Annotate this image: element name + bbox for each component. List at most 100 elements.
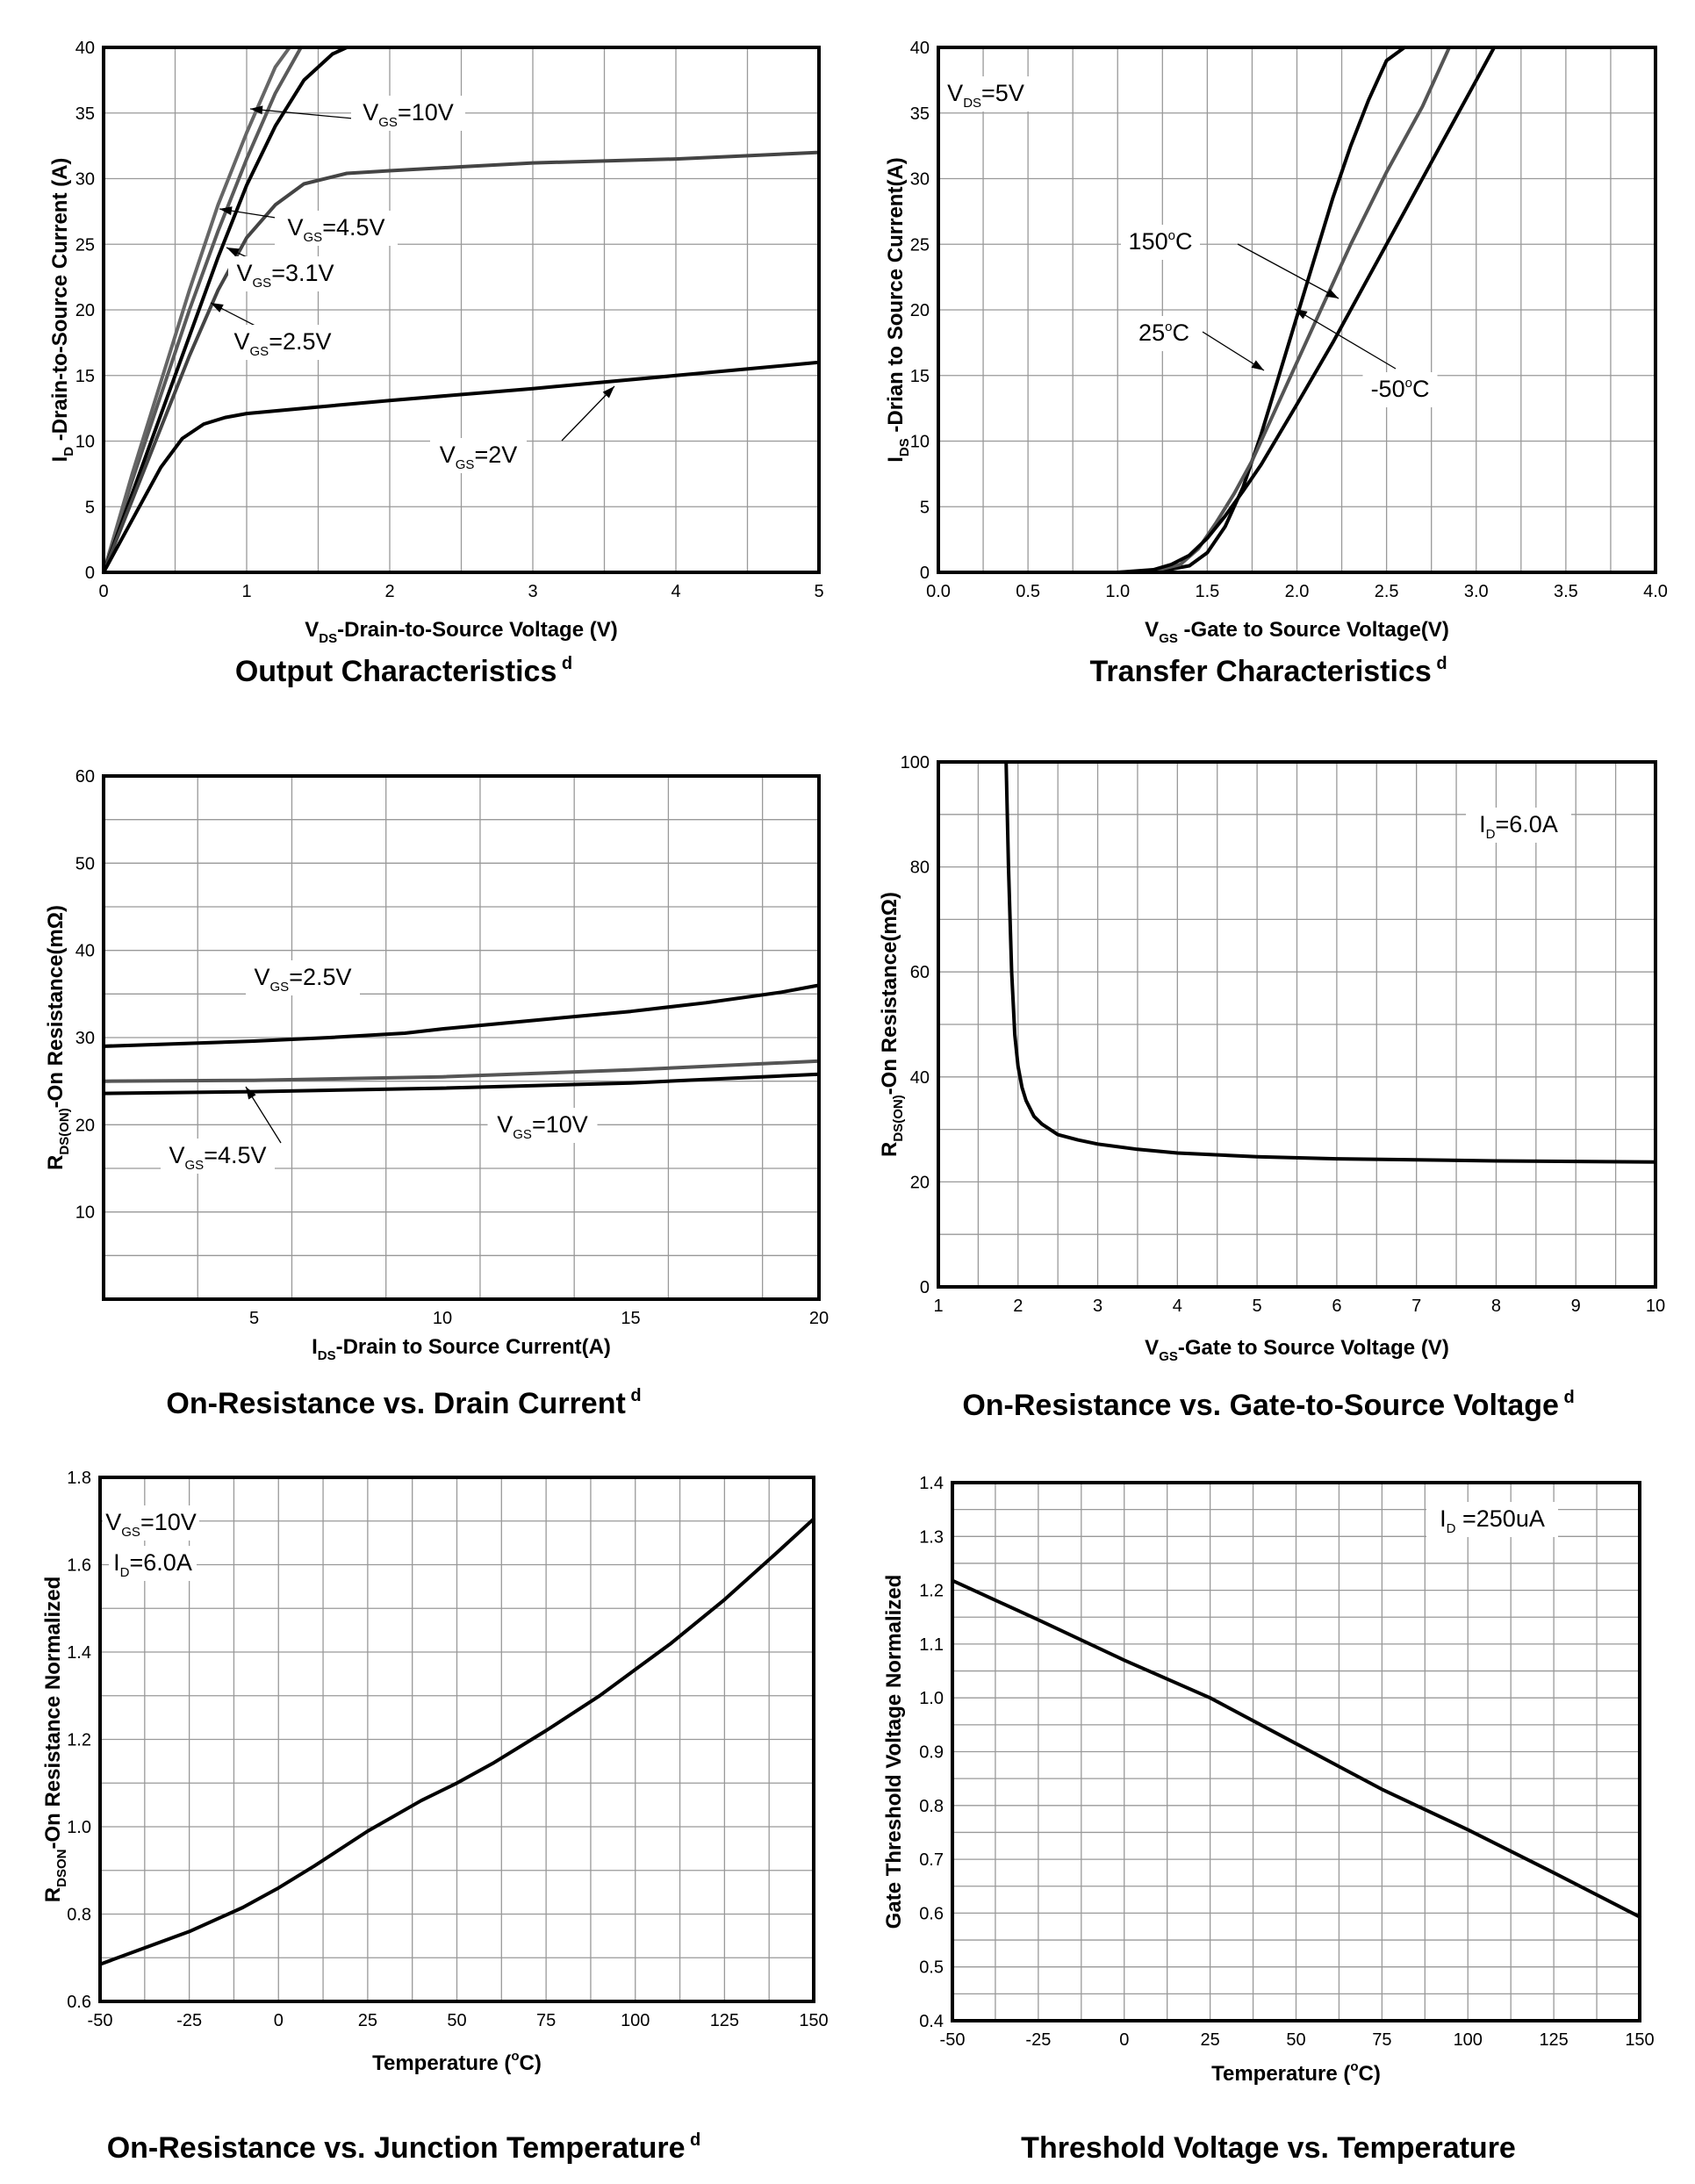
x-tick-label: 150 [1625,2030,1654,2050]
y-tick-label: 0.5 [919,1958,944,1978]
annotation-background [1466,808,1571,843]
y-tick-label: 0 [920,1278,930,1297]
y-tick-label: 10 [910,433,930,452]
annotation-background [161,1139,275,1174]
x-tick-label: 75 [536,2011,556,2030]
annotation-background [487,1108,598,1143]
series-line-0 [1004,760,1657,1164]
y-tick-label: 1.6 [67,1556,91,1576]
y-tick-label: 1.0 [67,1818,91,1837]
annotation-background [1121,225,1200,260]
series-annotation: VGS=10V [105,1509,197,1540]
y-tick-label: 1.4 [919,1474,944,1493]
chart-title: Transfer Characteristics d [1089,654,1447,688]
plot-frame [951,1481,1641,2022]
annotation-background [1131,316,1197,351]
x-axis-label: IDS-Drain to Source Current(A) [312,1335,611,1363]
y-tick-label: 20 [910,1173,930,1192]
chart-c2: 0.0 0.5 1.0 1.5 2.0 2.5 3.0 3.5 4.0 0 5 10 15 20 25 30 3… [884,39,1668,688]
series-annotation: -50oC [1371,376,1430,402]
x-tick-label: 3.0 [1464,582,1489,601]
y-tick-label: 5 [85,498,95,517]
x-tick-label: 6 [1332,1297,1341,1316]
y-tick-label: 25 [75,235,95,255]
y-tick-label: 40 [75,942,95,961]
annotation-background [109,1546,197,1581]
x-tick-label: 9 [1571,1297,1581,1316]
series-line-1 [102,46,291,574]
plot-frame [98,1476,815,2003]
y-tick-label: 1.0 [919,1689,944,1708]
annotation-background [1426,1502,1558,1537]
chart-title: Output Characteristics d [235,654,572,688]
series-annotation: VGS=2V [440,442,518,472]
x-tick-label: 15 [621,1309,640,1328]
y-tick-label: 30 [75,170,95,190]
x-tick-label: 3.5 [1554,582,1578,601]
series-line-0 [98,1517,815,1966]
y-tick-label: 10 [75,433,95,452]
x-tick-label: 10 [433,1309,452,1328]
series-annotation: VGS=10V [363,99,454,130]
y-tick-label: 0 [920,564,930,583]
y-tick-label: 30 [910,170,930,190]
series-line-2 [1116,46,1497,574]
x-tick-label: 10 [1646,1297,1665,1316]
x-tick-label: 7 [1411,1297,1421,1316]
x-tick-label: 0 [274,2011,284,2030]
chart-c6: -50 -25 0 25 50 75 100 125 150 0.4 0.5 0.6 0.7 0.8 0.9… [882,1474,1655,2165]
annotation-background [1362,372,1438,407]
chart-title: On-Resistance vs. Drain Current d [166,1386,641,1420]
y-tick-label: 35 [910,104,930,124]
series-annotation: ID =250uA [1440,1505,1545,1536]
x-tick-label: 150 [799,2011,828,2030]
y-tick-label: 5 [920,498,930,517]
x-tick-label: 0 [1119,2030,1129,2050]
x-axis-label: VGS -Gate to Source Voltage(V) [1145,618,1449,646]
y-axis-label: IDS -Drian to Source Current(A) [884,157,912,463]
series-annotation: 25oC [1138,320,1189,346]
annotation-background [226,325,340,360]
x-tick-label: -50 [940,2030,966,2050]
x-tick-label: 2.0 [1285,582,1310,601]
x-tick-label: 75 [1372,2030,1391,2050]
annotation-background [246,960,360,995]
x-tick-label: 5 [249,1309,259,1328]
y-tick-label: 1.8 [67,1469,91,1488]
x-tick-label: 5 [1253,1297,1262,1316]
x-axis-label: VGS-Gate to Source Voltage (V) [1145,1336,1449,1364]
x-tick-label: 1.5 [1195,582,1219,601]
x-tick-label: 5 [814,582,823,601]
series-line-1 [102,1059,821,1083]
annotation-background [942,76,1030,111]
y-tick-label: 15 [75,367,95,386]
chart-title: On-Resistance vs. Junction Temperature d [107,2130,701,2165]
y-tick-label: 25 [910,235,930,255]
y-tick-label: 0 [85,564,95,583]
y-tick-label: 0.6 [67,1993,91,2012]
y-tick-label: 10 [75,1203,95,1223]
x-tick-label: 3 [1093,1297,1102,1316]
annotation-leader [561,385,615,442]
x-tick-label: 1.0 [1105,582,1130,601]
series-line-4 [102,360,821,574]
x-tick-label: 1 [241,582,251,601]
y-tick-label: 0.9 [919,1743,944,1763]
series-annotation: ID=6.0A [1479,811,1558,842]
series-annotation: VGS=2.5V [233,328,331,359]
series-line-0 [102,46,303,574]
x-tick-label: 50 [1286,2030,1305,2050]
x-tick-label: 3 [528,582,537,601]
y-axis-label: RDS(ON)-On Resistance(mΩ) [44,905,72,1170]
x-tick-label: 2.5 [1375,582,1399,601]
y-tick-label: 40 [910,1068,930,1088]
series-annotation: VGS=4.5V [287,214,384,245]
series-annotation: VGS=4.5V [169,1142,266,1173]
annotation-background [275,211,398,246]
y-tick-label: 35 [75,104,95,124]
annotation-arrowhead [1295,309,1308,320]
series-line-3 [102,150,821,574]
annotation-background [228,256,342,291]
series-annotation: VGS=2.5V [254,964,351,995]
